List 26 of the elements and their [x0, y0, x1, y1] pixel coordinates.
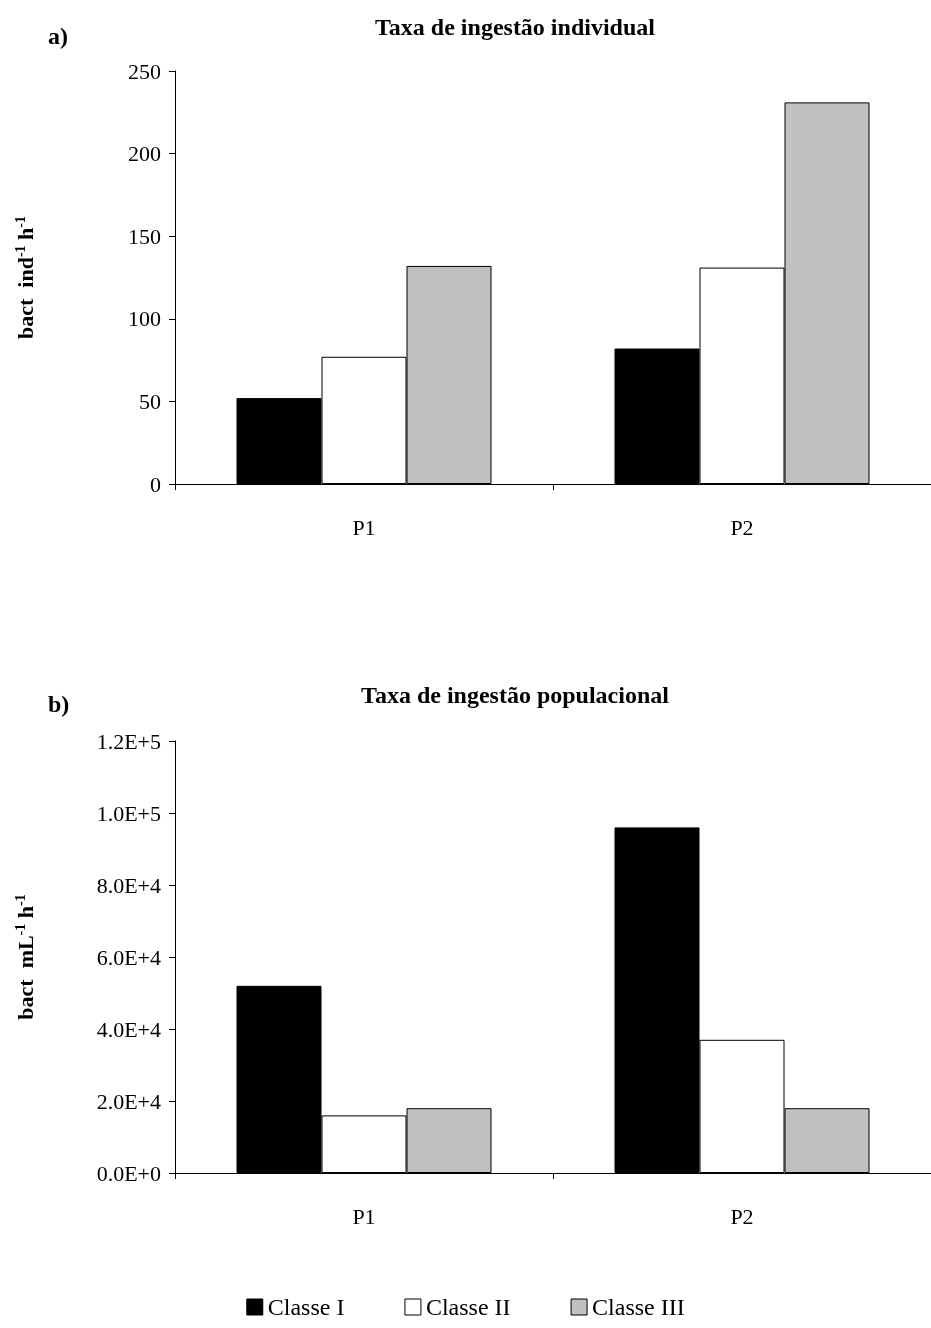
y-tick-label: 250	[128, 58, 161, 84]
legend-label: Classe III	[592, 1294, 685, 1320]
y-tick-label: 2.0E+4	[96, 1088, 161, 1114]
x-tick-label: P1	[352, 514, 376, 540]
y-tick-label: 8.0E+4	[96, 872, 161, 898]
legend-label: Classe II	[425, 1294, 511, 1320]
y-tick-label: 0	[150, 471, 161, 497]
y-tick-label: 4.0E+4	[96, 1016, 161, 1042]
y-tick-label: 50	[139, 388, 161, 414]
y-axis-title: bact mL-1 h-1	[12, 894, 38, 1020]
y-tick-label: 1.0E+5	[96, 800, 161, 826]
text: a)	[48, 23, 68, 49]
chart-title: Taxa de ingestão populacional	[361, 682, 670, 708]
y-tick-label: 0.0E+0	[96, 1160, 161, 1186]
y-axis-title: bact ind-1 h-1	[12, 216, 38, 339]
x-tick-label: P1	[352, 1203, 376, 1229]
y-tick-label: 6.0E+4	[96, 944, 161, 970]
chart-title: Taxa de ingestão individual	[375, 14, 656, 40]
y-tick-label: 200	[128, 141, 161, 167]
x-tick-label: P2	[730, 514, 754, 540]
x-tick-label: P2	[730, 1203, 754, 1229]
y-tick-label: 100	[128, 306, 161, 332]
y-tick-label: 150	[128, 223, 161, 249]
y-tick-label: 1.2E+5	[96, 728, 161, 754]
text: b)	[48, 691, 70, 717]
legend-label: Classe I	[267, 1294, 345, 1320]
